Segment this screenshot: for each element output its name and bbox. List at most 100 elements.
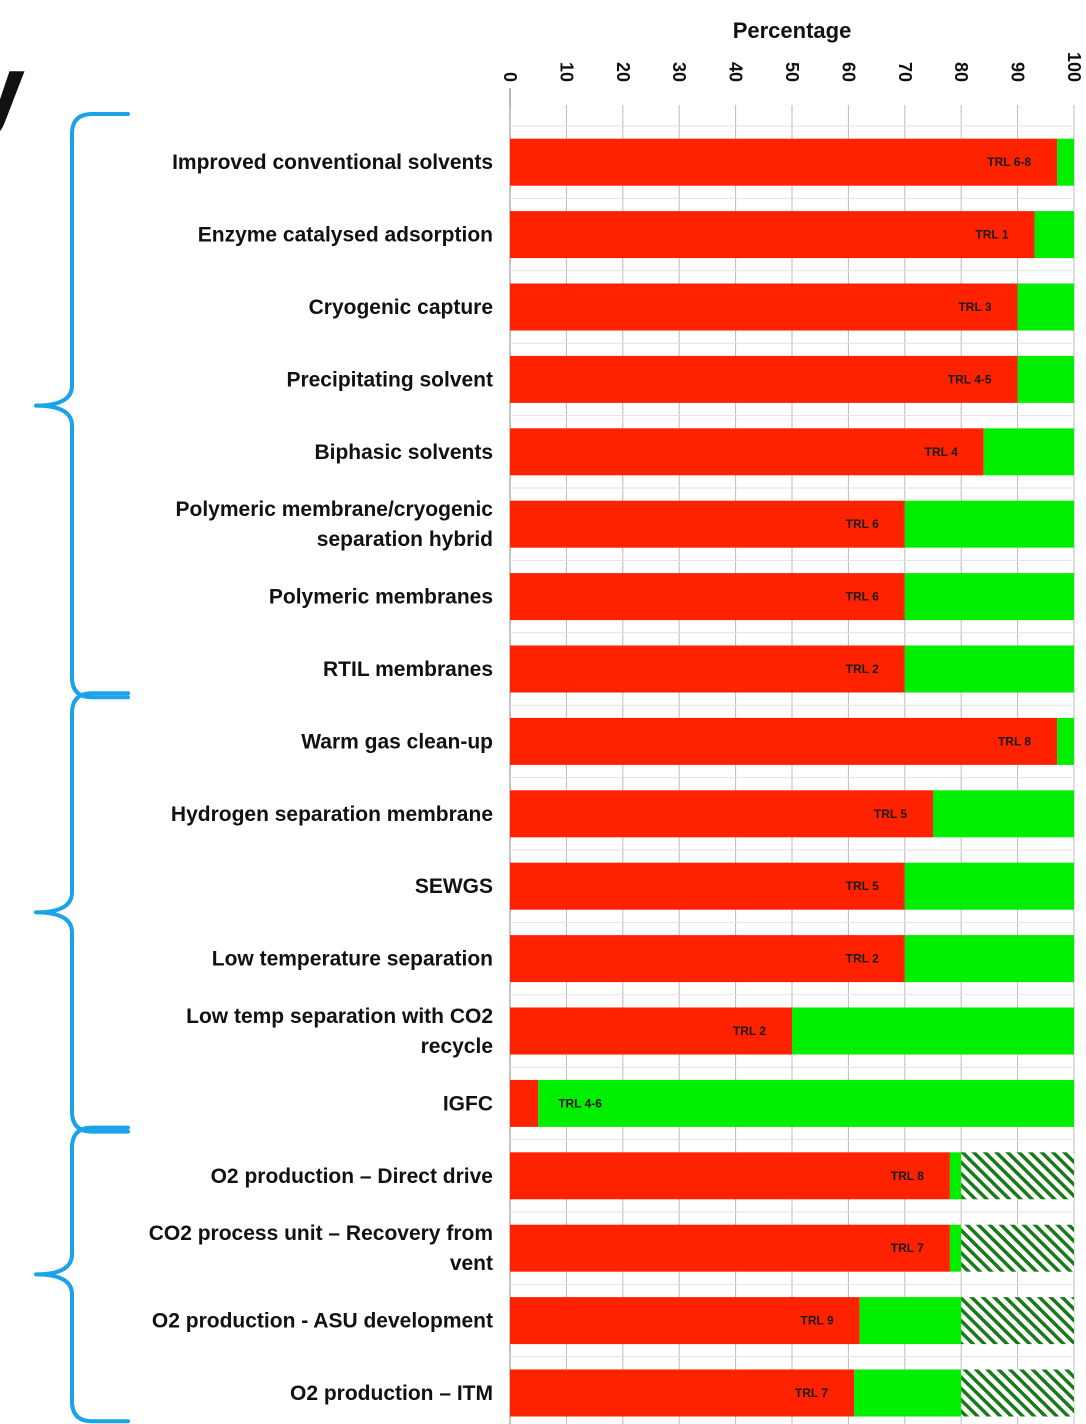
bar-red-segment xyxy=(510,1224,950,1272)
bar-green-segment xyxy=(854,1369,962,1417)
x-tick-label: 80 xyxy=(951,62,971,82)
trl-label: TRL 4-5 xyxy=(948,372,992,386)
trl-label: TRL 7 xyxy=(795,1386,828,1400)
trl-label: TRL 2 xyxy=(733,1024,766,1038)
trl-label: TRL 2 xyxy=(846,662,879,676)
category-label: RTIL membranes xyxy=(323,658,493,681)
trl-label: TRL 5 xyxy=(846,879,879,893)
x-tick-label: 0 xyxy=(500,72,520,82)
trl-label: TRL 4-6 xyxy=(558,1096,602,1110)
category-label: CO2 process unit – Recovery from xyxy=(149,1222,493,1245)
x-tick-label: 70 xyxy=(895,62,915,82)
bar-red-segment xyxy=(510,1007,792,1055)
trl-label: TRL 2 xyxy=(846,952,879,966)
x-tick-label: 100 xyxy=(1064,52,1084,82)
bar-green-segment xyxy=(1017,355,1074,403)
bar-green-segment xyxy=(538,1079,1074,1127)
group-brackets xyxy=(34,112,130,1424)
bar-red-segment xyxy=(510,862,905,910)
trl-label: TRL 7 xyxy=(891,1241,924,1255)
category-label: Low temp separation with CO2 xyxy=(186,1005,493,1028)
bar-red-segment xyxy=(510,428,984,476)
category-label: Improved conventional solvents xyxy=(172,151,493,174)
group-bracket xyxy=(34,1125,130,1424)
bar-green-segment xyxy=(904,573,1074,621)
bar-green-segment xyxy=(904,935,1074,983)
bar-red-segment xyxy=(510,211,1035,259)
category-labels: Improved conventional solvents Enzyme cat… xyxy=(149,151,494,1405)
category-label: separation hybrid xyxy=(317,528,493,551)
trl-label: TRL 8 xyxy=(891,1169,924,1183)
bar-red-segment xyxy=(510,1079,539,1127)
bar-red-segment xyxy=(510,645,905,693)
category-label: SEWGS xyxy=(415,875,493,898)
gridlines xyxy=(509,88,1075,1424)
bar-red-segment xyxy=(510,500,905,548)
group-bracket xyxy=(34,112,130,700)
category-label: Cryogenic capture xyxy=(309,296,493,319)
bar-hatched-segment xyxy=(961,1297,1074,1345)
trl-label: TRL 6-8 xyxy=(987,155,1031,169)
x-tick-label: 10 xyxy=(556,62,576,82)
category-label: O2 production - ASU development xyxy=(152,1310,493,1333)
trl-label: TRL 3 xyxy=(958,300,991,314)
bars: TRL 6-8 TRL 1 TRL 3 TRL 4-5 TRL 4 TRL 6 TRL 6 T… xyxy=(510,138,1074,1417)
bar-red-segment xyxy=(510,355,1018,403)
category-label: Low temperature separation xyxy=(212,948,493,971)
bar-red-segment xyxy=(510,1152,950,1200)
category-label: vent xyxy=(450,1252,493,1275)
bar-hatched-segment xyxy=(961,1369,1074,1417)
x-tick-label: 60 xyxy=(838,62,858,82)
x-tick-label: 50 xyxy=(782,62,802,82)
trl-label: TRL 6 xyxy=(846,517,879,531)
x-tick-label: 90 xyxy=(1008,62,1028,82)
category-label: Warm gas clean-up xyxy=(301,730,493,753)
trl-label: TRL 8 xyxy=(998,734,1031,748)
bar-green-segment xyxy=(904,645,1074,693)
bar-red-segment xyxy=(510,1369,855,1417)
category-label: O2 production – ITM xyxy=(290,1382,493,1405)
category-label: Biphasic solvents xyxy=(314,441,493,464)
bar-green-segment xyxy=(1017,283,1074,331)
partial-heading: y xyxy=(0,39,26,139)
bar-red-segment xyxy=(510,717,1058,765)
bar-red-segment xyxy=(510,790,933,838)
bar-green-segment xyxy=(904,862,1074,910)
category-label: Polymeric membranes xyxy=(269,586,493,609)
bar-green-segment xyxy=(933,790,1074,838)
bar-hatched-segment xyxy=(961,1224,1074,1272)
group-bracket xyxy=(34,691,130,1134)
bar-green-segment xyxy=(949,1152,962,1200)
trl-label: TRL 9 xyxy=(801,1314,834,1328)
bar-green-segment xyxy=(949,1224,962,1272)
trl-label: TRL 1 xyxy=(975,228,1008,242)
category-label: Enzyme catalysed adsorption xyxy=(198,224,493,247)
x-axis-ticks: 0 10 20 30 40 50 60 70 80 90 100 xyxy=(500,52,1084,118)
bar-red-segment xyxy=(510,283,1018,331)
bar-green-segment xyxy=(904,500,1074,548)
x-tick-label: 20 xyxy=(613,62,633,82)
bar-red-segment xyxy=(510,138,1058,186)
bar-hatched-segment xyxy=(961,1152,1074,1200)
bar-red-segment xyxy=(510,1297,860,1345)
category-label: Hydrogen separation membrane xyxy=(171,803,493,826)
category-label: IGFC xyxy=(443,1092,493,1115)
bar-green-segment xyxy=(983,428,1074,476)
bar-green-segment xyxy=(1057,138,1074,186)
bar-green-segment xyxy=(1034,211,1074,259)
x-tick-label: 40 xyxy=(726,62,746,82)
bar-red-segment xyxy=(510,573,905,621)
bar-red-segment xyxy=(510,935,905,983)
trl-label: TRL 5 xyxy=(874,807,907,821)
bar-green-segment xyxy=(792,1007,1074,1055)
bar-green-segment xyxy=(859,1297,962,1345)
category-label: Polymeric membrane/cryogenic xyxy=(176,498,494,521)
category-label: recycle xyxy=(421,1035,493,1058)
x-axis-title: Percentage xyxy=(733,18,852,43)
trl-label: TRL 4 xyxy=(925,445,958,459)
trl-label: TRL 6 xyxy=(846,590,879,604)
bar-green-segment xyxy=(1057,717,1074,765)
category-label: O2 production – Direct drive xyxy=(211,1165,493,1188)
